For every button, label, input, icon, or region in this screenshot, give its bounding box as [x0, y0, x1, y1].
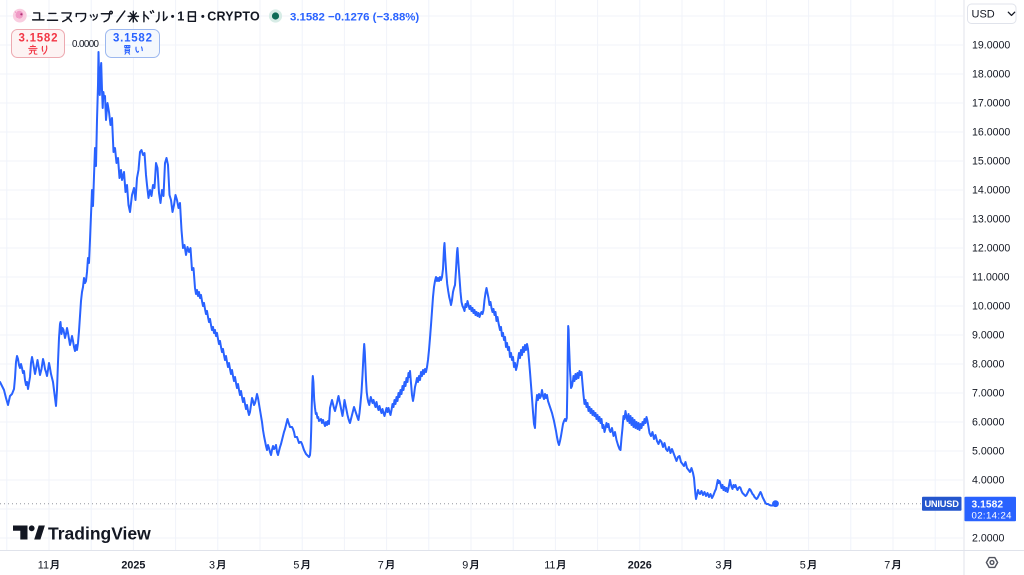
svg-text:4.0000: 4.0000: [972, 475, 1005, 487]
svg-text:7: 7: [884, 559, 890, 571]
svg-text:7: 7: [378, 559, 384, 571]
svg-text:11.0000: 11.0000: [972, 272, 1010, 284]
svg-text:11: 11: [544, 559, 555, 571]
svg-text:6.0000: 6.0000: [972, 417, 1005, 429]
svg-text:0.0000: 0.0000: [72, 39, 100, 50]
svg-text:3: 3: [209, 559, 215, 571]
svg-text:5.0000: 5.0000: [972, 446, 1005, 458]
svg-text:3.1582: 3.1582: [972, 500, 1004, 511]
svg-text:17.0000: 17.0000: [972, 98, 1010, 110]
svg-text:10.0000: 10.0000: [972, 301, 1010, 313]
svg-text:9: 9: [462, 559, 468, 571]
svg-text:5: 5: [800, 559, 806, 571]
svg-text:14.0000: 14.0000: [972, 185, 1010, 197]
svg-text:16.0000: 16.0000: [972, 127, 1010, 139]
svg-text:11: 11: [38, 559, 49, 571]
svg-text:9.0000: 9.0000: [972, 330, 1005, 342]
svg-text:USD: USD: [972, 9, 995, 21]
svg-text:2025: 2025: [121, 559, 145, 571]
svg-text:3.1582 −0.1276 (−3.88%): 3.1582 −0.1276 (−3.88%): [290, 11, 419, 23]
svg-text:UNIUSD: UNIUSD: [924, 499, 959, 509]
svg-text:2.0000: 2.0000: [972, 533, 1005, 545]
svg-text:3.1582: 3.1582: [113, 33, 152, 45]
svg-text:7.0000: 7.0000: [972, 388, 1005, 400]
svg-text:18.0000: 18.0000: [972, 69, 1010, 81]
svg-text:2026: 2026: [628, 559, 652, 571]
svg-text:5: 5: [293, 559, 299, 571]
svg-text:02:14:24: 02:14:24: [972, 511, 1013, 522]
svg-text:13.0000: 13.0000: [972, 214, 1010, 226]
svg-text:12.0000: 12.0000: [972, 243, 1010, 255]
svg-text:19.0000: 19.0000: [972, 40, 1010, 52]
svg-text:15.0000: 15.0000: [972, 156, 1010, 168]
svg-text:TradingView: TradingView: [48, 524, 151, 544]
svg-text:3.1582: 3.1582: [19, 33, 58, 45]
svg-text:CRYPTO: CRYPTO: [207, 10, 260, 24]
svg-text:8.0000: 8.0000: [972, 359, 1005, 371]
svg-text:3: 3: [715, 559, 721, 571]
svg-text:1: 1: [177, 9, 184, 24]
